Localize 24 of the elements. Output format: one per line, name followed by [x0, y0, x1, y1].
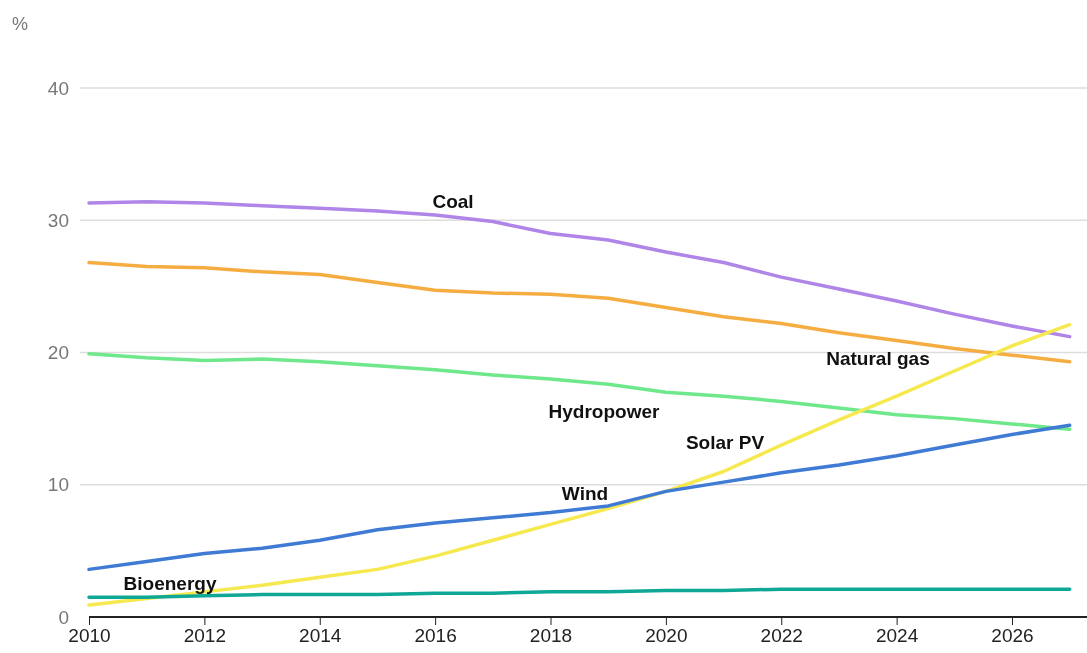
x-tick-label: 2018 [529, 625, 573, 647]
series-label: Coal [432, 191, 474, 212]
y-tick-label: 10 [47, 474, 69, 496]
series-label: Natural gas [826, 348, 930, 369]
series-label: Bioenergy [123, 573, 217, 594]
x-tick-label: 2012 [183, 625, 227, 647]
x-tick-label: 2020 [645, 625, 688, 647]
series-label: Wind [561, 483, 609, 504]
line-series [87, 352, 1072, 431]
series-label: Solar PV [685, 432, 765, 453]
y-tick-label: 30 [47, 209, 69, 231]
x-tick-label: 2010 [68, 625, 111, 647]
y-tick-label: 0 [58, 606, 69, 628]
y-tick-label: 40 [47, 77, 69, 99]
x-tick-label: 2016 [414, 625, 457, 647]
y-tick-label: 20 [47, 342, 69, 364]
x-tick-label: 2022 [760, 625, 803, 647]
series-label: Hydropower [548, 401, 661, 422]
x-tick-label: 2026 [991, 625, 1034, 647]
line-series [87, 423, 1072, 572]
y-axis-title: % [12, 14, 29, 34]
x-tick-label: 2014 [299, 625, 342, 647]
x-tick-label: 2024 [875, 625, 919, 647]
line-series [87, 322, 1072, 607]
